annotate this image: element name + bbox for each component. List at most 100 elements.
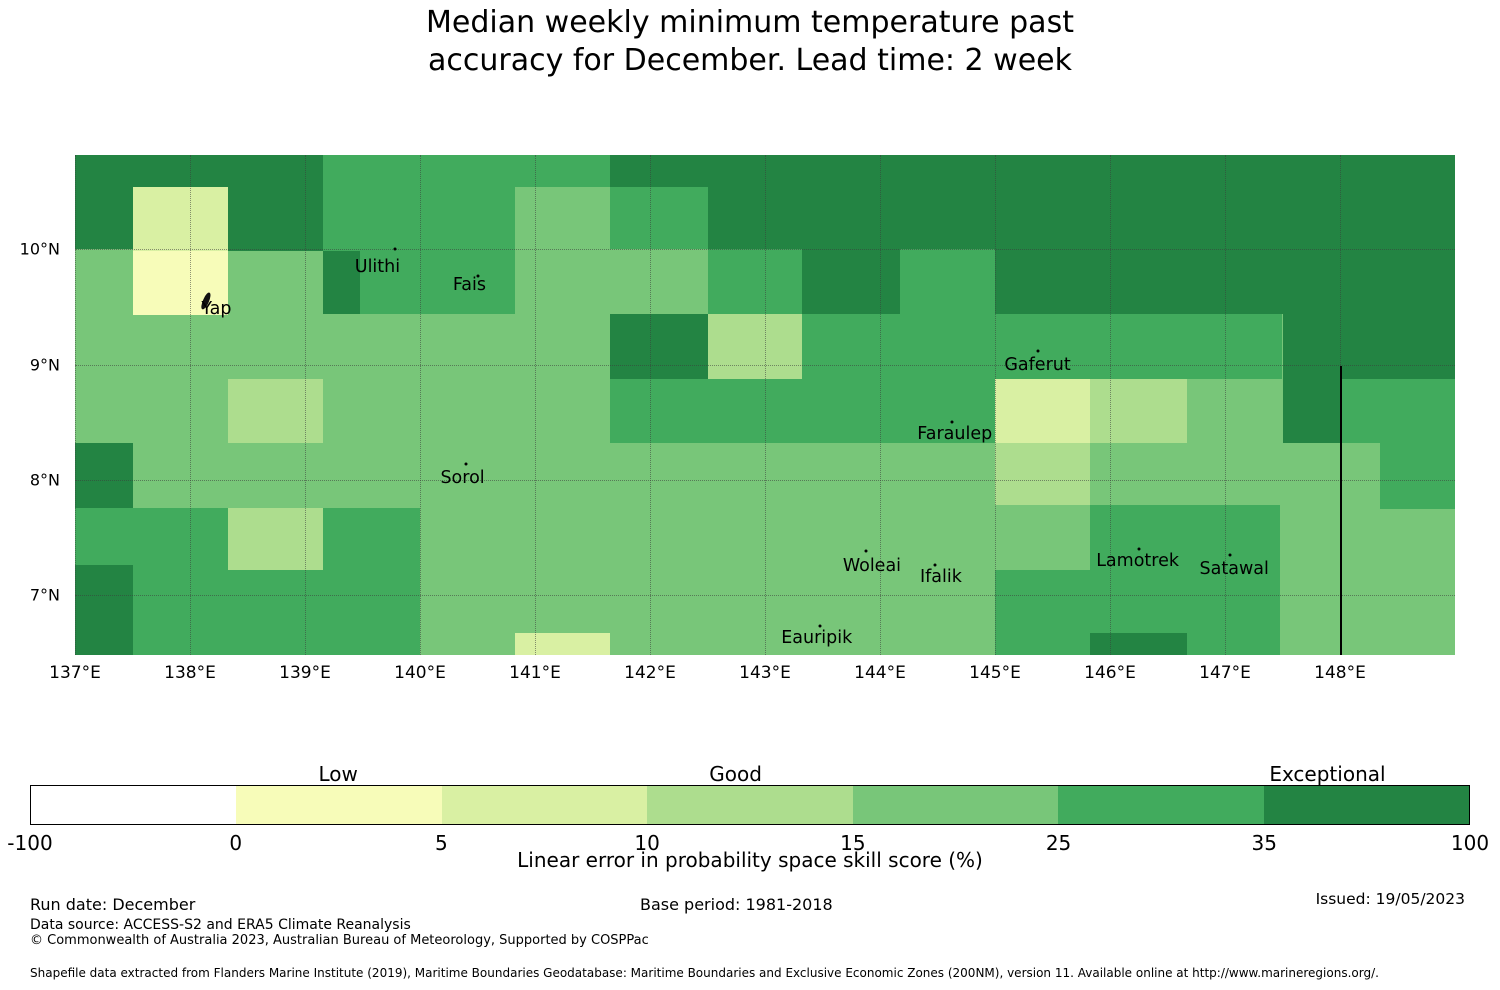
colorbar-category-label: Good (709, 762, 762, 786)
colorbar-tick-label: 100 (1450, 831, 1490, 855)
longitude-gridline (535, 155, 536, 655)
skill-cell (801, 313, 1283, 379)
colorbar-tick-label: -100 (7, 831, 53, 855)
longitude-gridline (650, 155, 651, 655)
island-marker-ifalik (933, 563, 937, 567)
island-marker-faraulep (950, 420, 954, 424)
latitude-gridline (75, 249, 1455, 251)
longitude-gridline (1110, 155, 1111, 655)
skill-cell (132, 187, 228, 251)
data-source-text: Data source: ACCESS-S2 and ERA5 Climate … (30, 917, 411, 933)
skill-cell (707, 313, 802, 379)
latitude-gridline (75, 479, 1455, 481)
island-marker-woleai (864, 549, 868, 553)
skill-cell (75, 443, 133, 508)
y-tick-label: 8°N (29, 470, 60, 490)
colorbar-axis-label: Linear error in probability space skill … (517, 848, 983, 872)
chart-title: Median weekly minimum temperature past a… (0, 4, 1500, 80)
skill-cell (1090, 378, 1188, 444)
colorbar-tick-label: 0 (229, 831, 243, 855)
y-tick-label: 7°N (29, 585, 60, 605)
island-marker-ulithi (393, 247, 397, 251)
island-marker-gaferut (1036, 349, 1040, 353)
longitude-gridline (305, 155, 306, 655)
x-tick-label: 145°E (969, 663, 1021, 683)
skill-cell (227, 378, 324, 444)
skill-cell (899, 249, 995, 314)
skill-cell (132, 250, 228, 316)
longitude-gridline (995, 155, 996, 655)
colorbar-category-label: Low (318, 762, 358, 786)
colorbar-segment (31, 786, 237, 824)
island-label-eauripik: Eauripik (781, 627, 853, 648)
colorbar-category-label: Exceptional (1269, 762, 1386, 786)
longitude-gridline (420, 155, 421, 655)
island-marker-lamotrek (1137, 547, 1141, 551)
chart-title-line1: Median weekly minimum temperature past (426, 5, 1074, 40)
longitude-gridline (1225, 155, 1226, 655)
skill-cell (75, 565, 133, 655)
y-tick-label: 10°N (19, 239, 60, 259)
run-date-text: Run date: December (30, 895, 196, 914)
skill-cell (1090, 505, 1281, 634)
skill-cell (1090, 633, 1188, 655)
skill-cell (75, 155, 133, 250)
copyright-text: © Commonwealth of Australia 2023, Austra… (30, 933, 649, 948)
skill-cell (609, 155, 1455, 188)
colorbar-segment (236, 786, 442, 824)
skill-cell (227, 187, 324, 251)
island-label-lamotrek: Lamotrek (1096, 550, 1179, 571)
skill-cell (323, 250, 361, 314)
colorbar (30, 785, 1470, 825)
colorbar-segment (1058, 786, 1264, 824)
skill-cell (515, 633, 610, 655)
x-tick-label: 143°E (739, 663, 791, 683)
skill-cell (1187, 633, 1281, 655)
issued-date-text: Issued: 19/05/2023 (1315, 890, 1465, 908)
skill-cell (609, 313, 708, 379)
colorbar-tick-label: 5 (435, 831, 448, 855)
skill-score-map: Yap Ulithi Fais Sorol Gaferut Faraulep Woleai I… (75, 155, 1455, 655)
colorbar-segment (441, 786, 648, 824)
x-tick-label: 137°E (49, 663, 101, 683)
island-label-satawal: Satawal (1199, 558, 1269, 579)
y-tick-label: 9°N (29, 355, 60, 375)
x-tick-label: 146°E (1084, 663, 1136, 683)
colorbar-tick-label: 15 (840, 831, 866, 855)
chart-title-line2: accuracy for December. Lead time: 2 week (427, 43, 1073, 78)
island-label-sorol: Sorol (440, 467, 485, 488)
island-label-yap: Yap (201, 299, 232, 320)
x-tick-label: 144°E (854, 663, 906, 683)
skill-cell (1341, 378, 1455, 444)
skill-cell (609, 187, 708, 250)
skill-cell (1380, 443, 1455, 509)
skill-cell (995, 378, 1091, 444)
island-label-faraulep: Faraulep (917, 423, 993, 444)
shapefile-attribution-text: Shapefile data extracted from Flanders M… (30, 966, 1379, 980)
colorbar-tick-label: 10 (634, 831, 660, 855)
skill-cell (707, 187, 1455, 250)
eez-boundary-line (1340, 365, 1343, 655)
island-label-woleai: Woleai (842, 556, 902, 577)
island-label-ifalik: Ifalik (919, 566, 962, 587)
island-marker-fais (476, 274, 479, 278)
x-tick-label: 148°E (1314, 663, 1366, 683)
island-marker-satawal (1228, 553, 1232, 557)
x-tick-label: 138°E (164, 663, 216, 683)
island-label-gaferut: Gaferut (1004, 354, 1071, 375)
colorbar-tick-label: 25 (1045, 831, 1072, 855)
longitude-gridline (880, 155, 881, 655)
colorbar-segment (852, 786, 1059, 824)
latitude-gridline (75, 595, 1455, 597)
x-tick-label: 147°E (1199, 663, 1251, 683)
base-period-text: Base period: 1981-2018 (640, 895, 833, 914)
skill-cell (1282, 378, 1342, 444)
colorbar-tick-label: 35 (1251, 831, 1278, 855)
colorbar-segment (647, 786, 853, 824)
skill-cell (995, 443, 1091, 506)
skill-cell (995, 569, 1091, 655)
longitude-gridline (75, 155, 76, 655)
latitude-gridline (75, 364, 1455, 366)
skill-cell (515, 155, 610, 188)
